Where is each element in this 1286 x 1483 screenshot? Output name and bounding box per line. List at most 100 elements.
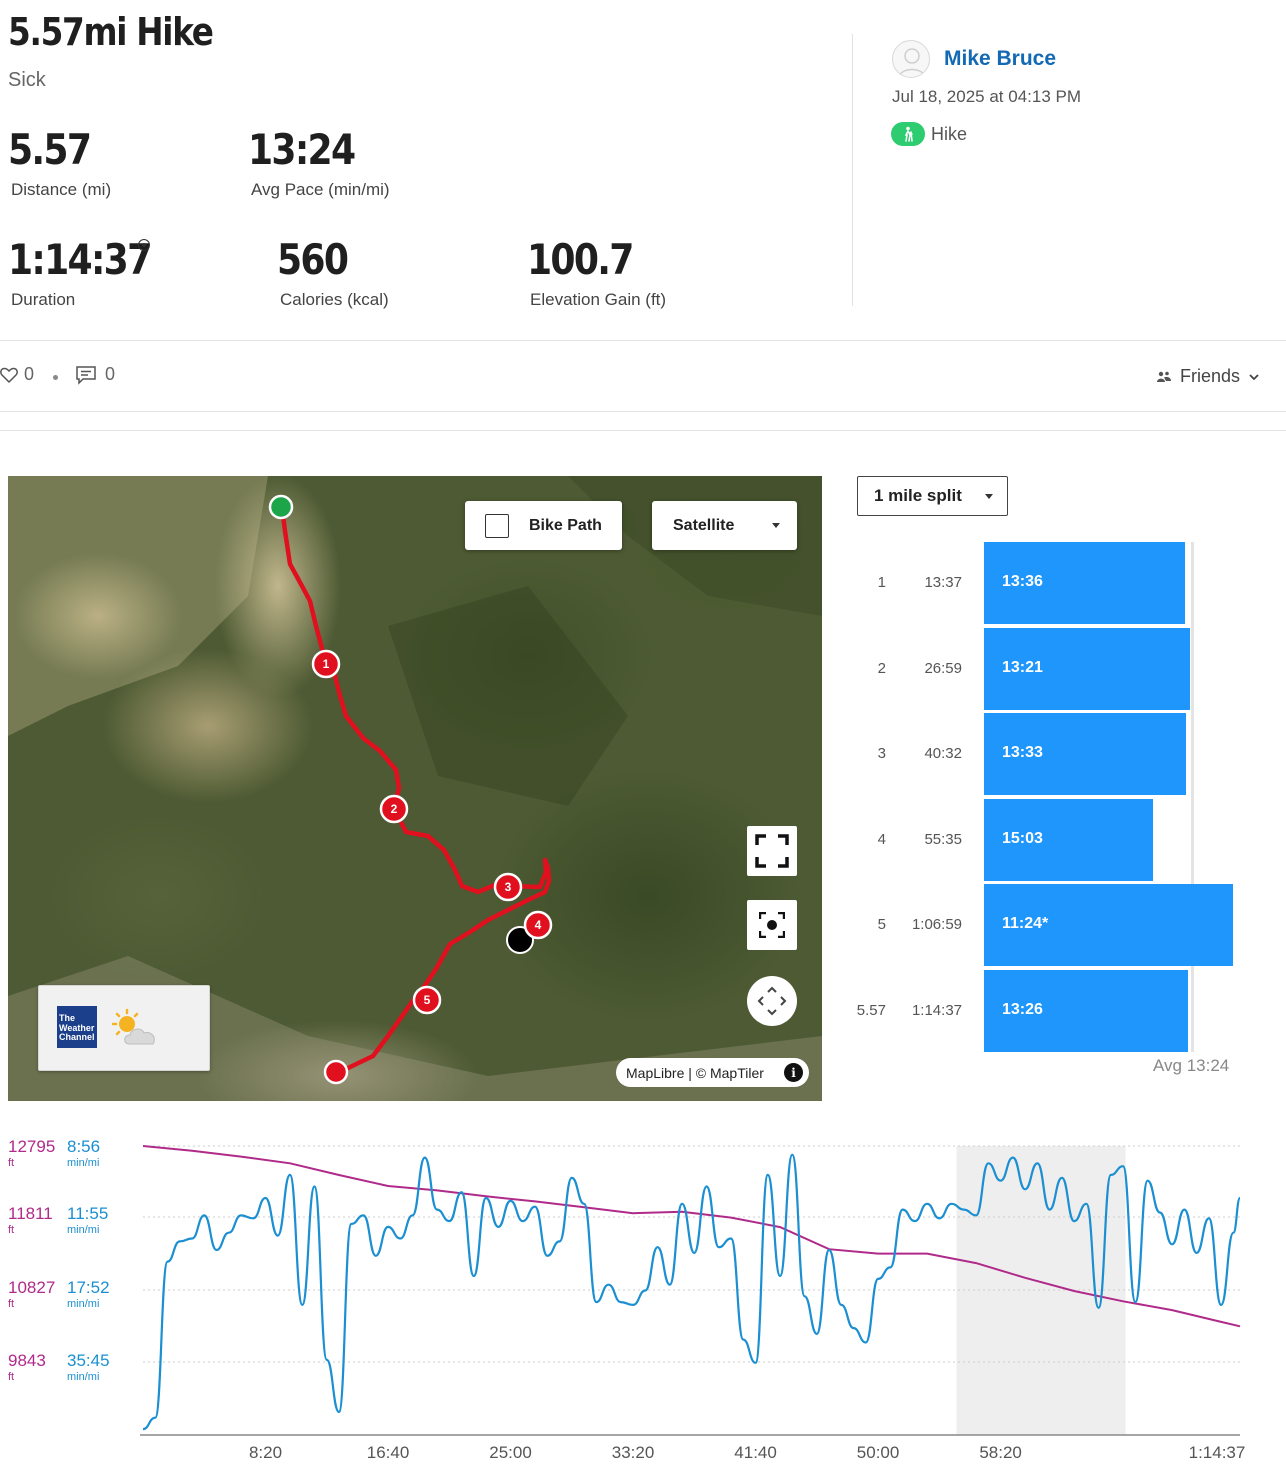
elevation-gain-value: 100.7 [527,235,634,284]
distance-value: 5.57 [8,125,92,174]
locate-button[interactable] [747,900,797,950]
split-elapsed: 1:06:59 [911,916,962,933]
pace-tick: 11:55 [67,1204,109,1223]
weather-channel-logo: The Weather Channel [57,1006,97,1048]
mile-marker-5: 5 [412,985,442,1015]
x-tick-label: 58:20 [979,1443,1022,1462]
elevation-pace-chart[interactable] [0,1130,1286,1450]
weather-widget[interactable]: The Weather Channel [38,985,210,1071]
x-tick-label: 8:20 [248,1443,283,1462]
split-pace: 13:26 [1002,1000,1043,1018]
avg-pace-value: 13:24 [248,125,356,174]
split-pace-bar [984,969,1188,1052]
split-pace: 11:24* [1002,915,1049,932]
elevation-unit: ft [8,1371,15,1383]
stat-elevation-gain: 100.7 Elevation Gain (ft) [527,236,666,310]
elevation-unit: ft [8,1224,15,1236]
avatar[interactable] [892,40,930,78]
map-attribution: MapLibre | © MapTiler i [616,1058,809,1087]
user-name-link[interactable]: Mike Bruce [944,47,1057,70]
activity-title: 5.57mi Hike [8,10,214,54]
elevation-tick: 9843 [8,1351,46,1370]
chevron-down-icon [1249,373,1259,380]
comment-button[interactable]: 0 [75,364,115,385]
map-markers: 1 2 3 4 5 [268,494,553,1085]
activity-type-label: Hike [931,124,968,144]
split-row: 2 26:59 13:21 [850,627,1286,712]
x-tick-label: 25:00 [489,1443,532,1462]
section-divider-low [0,430,1286,431]
end-marker [323,1059,349,1085]
pace-tick: 35:45 [67,1351,110,1370]
like-button[interactable]: 0 [0,364,34,385]
stat-calories: 560 Calories (kcal) [277,236,389,310]
privacy-dropdown[interactable]: Friends [1156,366,1260,387]
partly-cloudy-icon [111,1008,155,1045]
svg-text:2: 2 [391,802,398,816]
x-tick-label: 16:40 [366,1443,410,1462]
split-elapsed: 55:35 [924,830,962,848]
duration-info-icon[interactable] [138,239,150,251]
split-type-select[interactable]: 1 mile split [857,476,1008,516]
duration-label: Duration [11,290,76,309]
pace-unit: min/mi [67,1298,100,1310]
map-layer-select[interactable]: Satellite [652,501,797,550]
split-pace-bar [984,713,1186,795]
split-row: 3 40:32 13:33 [850,713,1286,797]
current-position-marker [506,926,534,954]
split-row: 5 1:06:59 11:24* [850,884,1286,968]
activity-datetime: Jul 18, 2025 at 04:13 PM [892,87,1082,106]
avg-pace-line [1191,542,1194,1052]
elevation-unit: ft [8,1298,15,1310]
user-silhouette-icon [898,48,926,77]
separator-dot [53,375,58,380]
route-map[interactable]: 1 2 3 4 5 Bike Path Satellite The Weather… [8,476,822,1101]
elevation-gain-label: Elevation Gain (ft) [530,290,667,309]
caret-down-icon [772,523,780,528]
calories-value: 560 [277,235,349,284]
svg-text:1: 1 [323,657,330,671]
bike-path-label: Bike Path [529,516,602,534]
hike-badge [891,122,925,146]
mile-marker-4: 4 [523,910,553,940]
mile-marker-1: 1 [311,649,341,679]
pace-unit: min/mi [67,1224,100,1236]
bike-path-toggle[interactable]: Bike Path [465,501,622,550]
bike-path-checkbox[interactable] [485,513,509,538]
comment-icon [76,365,96,385]
svg-text:5: 5 [424,993,431,1007]
x-tick-label: 50:00 [856,1443,900,1462]
split-mile: 5 [877,916,886,933]
pan-control[interactable] [747,976,797,1026]
attribution-text: MapLibre | © MapTiler [626,1064,764,1081]
stat-duration: 1:14:37 Duration [8,236,174,310]
split-mile: 3 [877,745,886,762]
elevation-line [142,1145,1241,1328]
split-pace-bar [984,884,1233,966]
split-mile: 5.57 [856,1001,886,1019]
pace-tick: 17:52 [67,1278,110,1297]
avg-pace-label: Avg Pace (min/mi) [251,180,390,199]
split-row: 1 13:37 13:36 [850,542,1286,626]
stat-distance: 5.57 Distance (mi) [8,126,111,200]
info-icon[interactable]: i [784,1063,803,1082]
split-elapsed: 26:59 [924,659,962,677]
fullscreen-icon [755,834,789,868]
target-icon [759,912,785,938]
section-divider-mid [0,411,1286,412]
pace-line [142,1153,1242,1431]
like-count: 0 [24,364,35,384]
x-tick-label: 41:40 [734,1443,777,1462]
split-pace-bar [984,798,1153,881]
fullscreen-button[interactable] [747,826,797,876]
friends-icon [1157,371,1171,382]
mile-marker-2: 2 [379,794,409,824]
privacy-label: Friends [1180,366,1241,386]
elevation-unit: ft [8,1157,15,1169]
section-divider-top [0,340,1286,341]
distance-label: Distance (mi) [11,180,112,199]
header-divider [852,34,853,306]
x-tick-label: 33:20 [611,1443,655,1462]
stat-avg-pace: 13:24 Avg Pace (min/mi) [248,126,390,200]
elevation-tick: 12795 [8,1137,56,1156]
